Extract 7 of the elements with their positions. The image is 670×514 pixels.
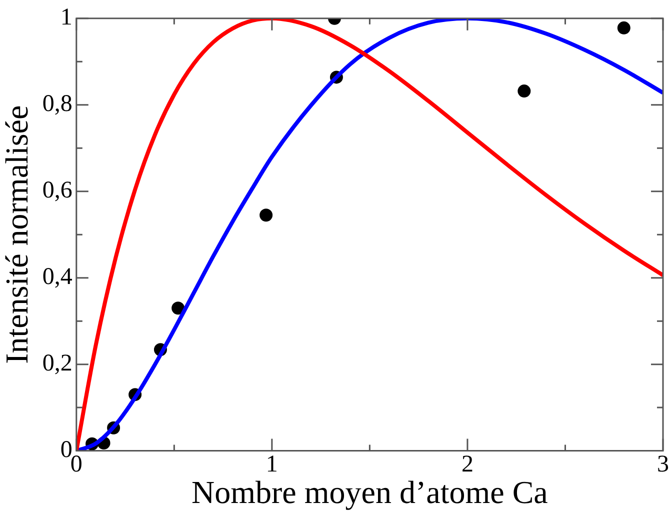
y-axis-title: Intensité normalisée — [0, 105, 35, 364]
y-tick-label: 0,6 — [42, 178, 72, 204]
y-tick-label: 0,2 — [42, 350, 72, 377]
x-tick-label: 3 — [657, 451, 669, 478]
y-tick-label: 1 — [60, 4, 72, 31]
y-tick-label: 0,4 — [42, 264, 72, 290]
y-tick-label: 0,8 — [42, 91, 72, 118]
